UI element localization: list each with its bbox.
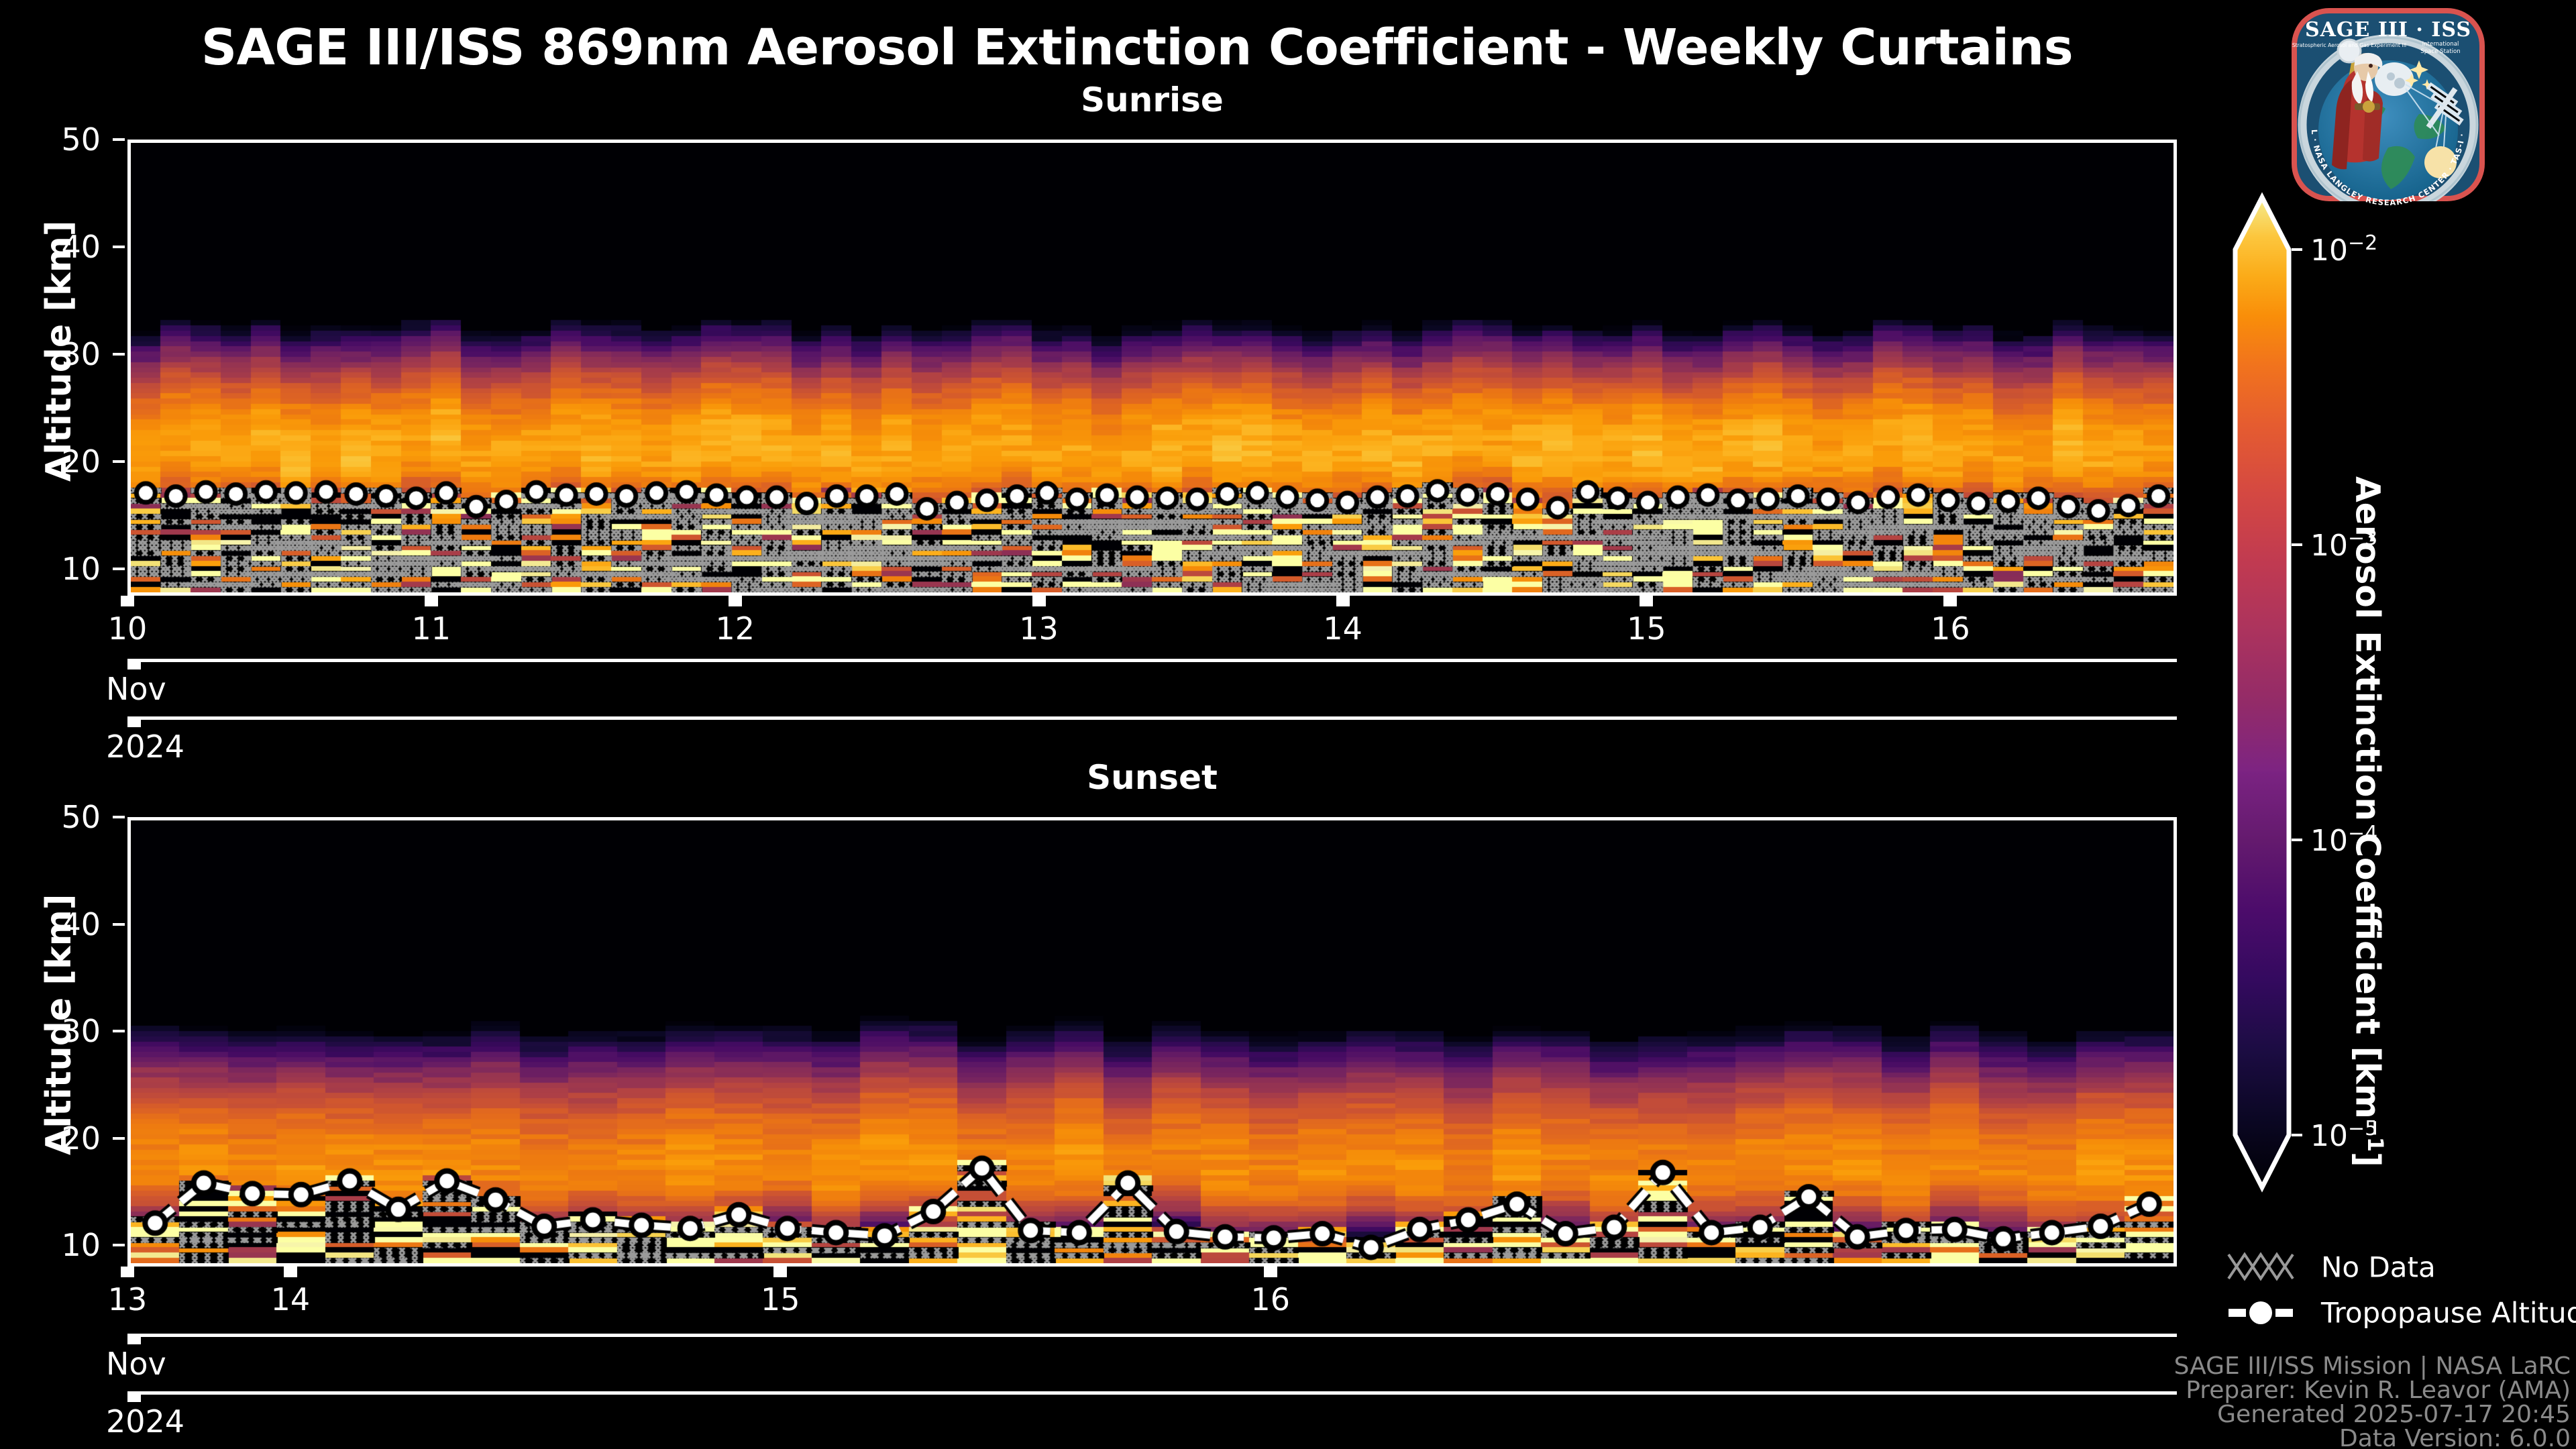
y-tick-mark: [113, 138, 125, 141]
colorbar: 10−2 10−3 10−4 10−5 Aerosol Extinction Coef…: [2227, 188, 2509, 1194]
colorbar-extend-arrows: [2233, 192, 2292, 1193]
x-tick-mark: [1640, 596, 1654, 606]
colorbar-axis-label: Aerosol Extinction Coefficient [km−1]: [2348, 476, 2388, 1167]
sunset-month-tick: [127, 1334, 141, 1344]
tropopause-marker-icon: [2229, 1301, 2293, 1324]
y-tick-mark: [113, 816, 125, 818]
x-tick-label: 13: [1019, 610, 1059, 647]
y-tick-label: 10: [61, 1227, 101, 1264]
page-title: SAGE III/ISS 869nm Aerosol Extinction Co…: [201, 19, 2074, 76]
colorbar-tick-mark: [2292, 543, 2302, 546]
x-tick-mark: [728, 596, 742, 606]
x-tick-label: 13: [107, 1281, 148, 1318]
x-tick-label: 14: [270, 1281, 311, 1318]
patch-subtitle-right-1: International: [2422, 41, 2459, 48]
footer-mission: SAGE III/ISS Mission | NASA LaRC: [2174, 1352, 2571, 1380]
x-tick-label: 14: [1323, 610, 1362, 647]
colorbar-tick-mark: [2292, 1134, 2302, 1136]
x-tick-label: 15: [761, 1281, 800, 1318]
y-tick-label: 50: [61, 799, 101, 835]
sunrise-month-tick: [127, 659, 141, 669]
x-tick-label: 12: [715, 610, 755, 647]
x-tick-mark: [283, 1267, 297, 1277]
y-tick-mark: [113, 1244, 125, 1247]
y-tick-mark: [113, 922, 125, 926]
patch-subtitle-left: Stratospheric Aerosol and Gas Experiment…: [2292, 42, 2406, 48]
sunset-year-tick: [127, 1391, 141, 1402]
no-data-label: No Data: [2321, 1250, 2436, 1284]
x-tick-mark: [121, 1267, 134, 1277]
x-tick-mark: [424, 596, 438, 606]
y-tick-mark: [113, 246, 125, 248]
y-tick-mark: [113, 460, 125, 463]
sunrise-heatmap-axes: [127, 140, 2177, 596]
colorbar-tick-label: 10−3: [2310, 527, 2378, 563]
sunset-panel-title: Sunset: [1087, 758, 1218, 797]
footer-data-version: Data Version: 6.0.0: [2339, 1425, 2571, 1449]
legend-no-data: No Data: [2227, 1249, 2563, 1289]
sunrise-year-tick: [127, 716, 141, 727]
x-tick-mark: [1336, 596, 1350, 606]
x-tick-label: 16: [1250, 1281, 1291, 1318]
sunrise-panel-title: Sunrise: [1081, 80, 1224, 119]
footer-preparer: Preparer: Kevin R. Leavor (AMA): [2186, 1377, 2571, 1404]
colorbar-tick-mark: [2292, 839, 2302, 841]
x-tick-mark: [1032, 596, 1046, 606]
y-tick-label: 40: [61, 906, 101, 943]
patch-subtitle-right-2: Space Station: [2420, 48, 2460, 55]
sunset-year-label: 2024: [106, 1403, 185, 1440]
sunrise-year-rule: [127, 716, 2177, 720]
colorbar-tick-label: 10−2: [2310, 231, 2378, 268]
sunset-heatmap-axes: [127, 817, 2177, 1267]
sunrise-month-label: Nov: [106, 671, 166, 707]
y-tick-mark: [113, 1136, 125, 1140]
legend-tropopause: Tropopause Altitude: [2227, 1295, 2576, 1335]
x-tick-label: 11: [411, 610, 451, 647]
sunrise-month-rule: [127, 659, 2177, 662]
y-tick-label: 30: [61, 1013, 101, 1050]
x-tick-mark: [1263, 1267, 1277, 1277]
no-data-hatch-icon: [2227, 1252, 2294, 1281]
y-tick-label: 40: [61, 229, 101, 265]
y-tick-mark: [113, 353, 125, 356]
footer-generated: Generated 2025-07-17 20:45: [2217, 1401, 2571, 1428]
y-tick-label: 50: [61, 121, 101, 158]
colorbar-tick-mark: [2292, 248, 2302, 251]
sunset-month-rule: [127, 1334, 2177, 1337]
tropopause-label: Tropopause Altitude: [2321, 1296, 2576, 1330]
y-tick-mark: [113, 1030, 125, 1033]
colorbar-tick-label: 10−5: [2310, 1117, 2378, 1153]
x-tick-mark: [773, 1267, 788, 1277]
sunset-month-label: Nov: [106, 1346, 166, 1382]
y-tick-mark: [113, 568, 125, 570]
x-tick-mark: [1943, 596, 1957, 606]
y-tick-label: 20: [61, 443, 101, 480]
x-tick-label: 10: [107, 610, 148, 647]
x-tick-label: 16: [1931, 610, 1970, 647]
sage-iii-iss-mission-patch: SAGE III · ISS Stratospheric Aerosol and…: [2284, 0, 2489, 207]
sunrise-year-label: 2024: [106, 729, 185, 765]
mission-patch-svg: SAGE III · ISS Stratospheric Aerosol and…: [2284, 0, 2485, 207]
x-tick-mark: [121, 596, 134, 606]
y-tick-label: 10: [61, 551, 101, 587]
sunset-year-rule: [127, 1391, 2177, 1395]
y-tick-label: 30: [61, 336, 101, 372]
colorbar-tick-label: 10−4: [2310, 822, 2378, 858]
y-tick-label: 20: [61, 1120, 101, 1157]
patch-title: SAGE III · ISS: [2305, 18, 2471, 42]
x-tick-label: 15: [1627, 610, 1666, 647]
